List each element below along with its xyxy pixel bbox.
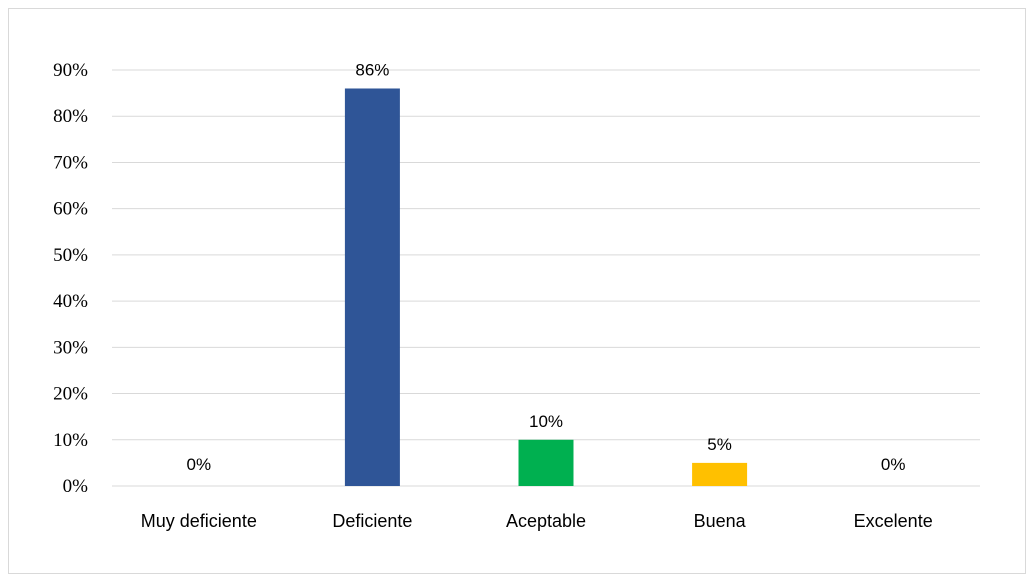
y-tick-label: 50%	[53, 245, 88, 266]
x-category-label: Buena	[694, 511, 747, 531]
y-tick-label: 90%	[53, 60, 88, 81]
x-category-label: Aceptable	[506, 511, 586, 531]
data-label: 5%	[707, 435, 732, 454]
y-tick-label: 80%	[53, 106, 88, 127]
y-tick-label: 60%	[53, 199, 88, 220]
data-label: 0%	[187, 455, 212, 474]
x-category-label: Excelente	[854, 511, 933, 531]
bar[interactable]	[692, 462, 748, 486]
y-tick-label: 20%	[53, 384, 88, 405]
y-tick-label: 40%	[53, 291, 88, 312]
y-tick-label: 0%	[63, 476, 89, 497]
x-category-label: Muy deficiente	[141, 511, 257, 531]
data-label: 86%	[355, 60, 389, 79]
y-tick-label: 70%	[53, 152, 88, 173]
y-tick-label: 30%	[53, 337, 88, 358]
bar[interactable]	[518, 439, 574, 486]
x-category-label: Deficiente	[332, 511, 412, 531]
y-tick-label: 10%	[53, 430, 88, 451]
data-label: 10%	[529, 412, 563, 431]
data-label: 0%	[881, 455, 906, 474]
chart-frame	[8, 8, 1026, 574]
bar[interactable]	[344, 88, 400, 486]
